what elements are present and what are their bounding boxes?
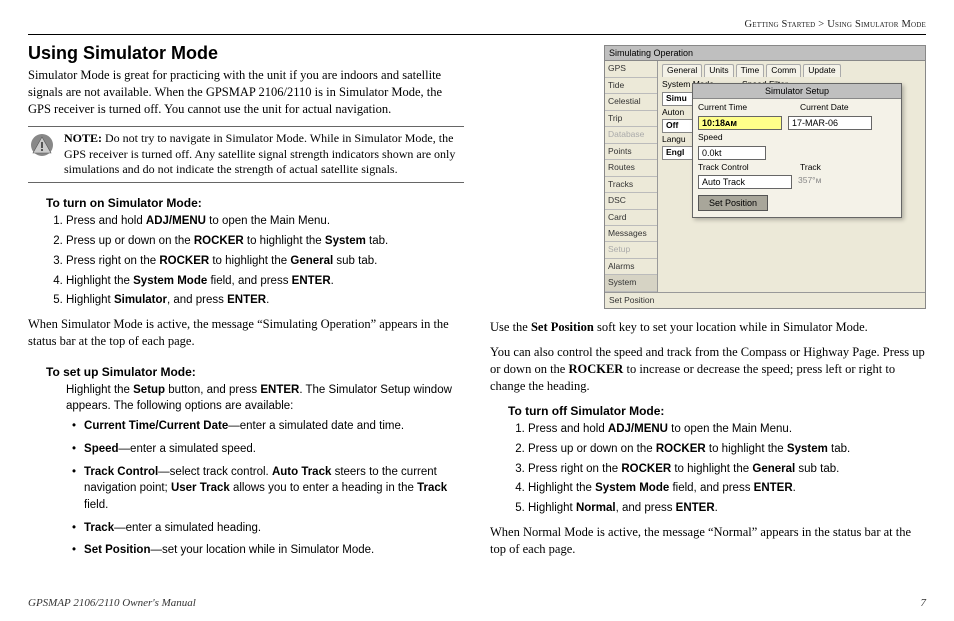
popup-date-field: 17-MAR-06 (788, 116, 872, 130)
setup-bullets: Current Time/Current Date—enter a simula… (66, 418, 464, 559)
page-footer: GPSMAP 2106/2110 Owner's Manual 7 (28, 596, 926, 611)
step: Press and hold ADJ/MENU to open the Main… (66, 213, 464, 231)
popup-label: Speed (698, 132, 794, 143)
shot-tab: Celestial (605, 94, 657, 110)
shot-tab: Database (605, 127, 657, 143)
speed-track-paragraph: You can also control the speed and track… (490, 344, 926, 395)
turn-off-title: To turn off Simulator Mode: (508, 403, 926, 419)
note-box: NOTE: Do not try to navigate in Simulato… (28, 126, 464, 183)
note-body: Do not try to navigate in Simulator Mode… (64, 131, 455, 176)
step: Press right on the ROCKER to highlight t… (528, 461, 926, 479)
setup-intro: Highlight the Setup button, and press EN… (66, 382, 464, 414)
shot-tab: Tide (605, 78, 657, 94)
turn-on-steps: Press and hold ADJ/MENU to open the Main… (46, 213, 464, 310)
shot-sidebar: GPS Tide Celestial Trip Database Points … (605, 61, 658, 292)
set-position-paragraph: Use the Set Position soft key to set you… (490, 319, 926, 336)
shot-tab: Trip (605, 111, 657, 127)
shot-tab: Routes (605, 160, 657, 176)
shot-tab: Card (605, 210, 657, 226)
simulator-screenshot: Simulating Operation GPS Tide Celestial … (604, 45, 926, 309)
shot-tab: Tracks (605, 177, 657, 193)
right-column: Simulating Operation GPS Tide Celestial … (490, 39, 926, 565)
bullet: Track Control—select track control. Auto… (84, 464, 464, 514)
step: Press right on the ROCKER to highlight t… (66, 253, 464, 271)
step: Press up or down on the ROCKER to highli… (528, 441, 926, 459)
shot-tab-selected: System (605, 275, 657, 291)
step: Highlight the System Mode field, and pre… (66, 273, 464, 291)
shot-tab: Setup (605, 242, 657, 258)
popup-set-position-button: Set Position (698, 195, 768, 211)
shot-titlebar: Simulating Operation (605, 46, 925, 61)
shot-tab: DSC (605, 193, 657, 209)
turn-on-title: To turn on Simulator Mode: (46, 195, 464, 211)
left-column: Using Simulator Mode Simulator Mode is g… (28, 39, 464, 565)
warning-icon (30, 133, 54, 157)
bullet: Track—enter a simulated heading. (84, 520, 464, 537)
shot-subtab: Update (803, 64, 840, 76)
step: Press and hold ADJ/MENU to open the Main… (528, 421, 926, 439)
shot-subtabs: General Units Time Comm Update (662, 64, 921, 76)
popup-track-control-field: Auto Track (698, 175, 792, 189)
popup-label: Current Time (698, 102, 794, 113)
shot-subtab: Units (704, 64, 733, 76)
note-label: NOTE: (64, 131, 102, 145)
breadcrumb: Getting Started > Using Simulator Mode (28, 18, 926, 32)
shot-subtab: Time (736, 64, 765, 76)
turn-on-after: When Simulator Mode is active, the messa… (28, 316, 464, 350)
bullet: Current Time/Current Date—enter a simula… (84, 418, 464, 435)
bullet: Speed—enter a simulated speed. (84, 441, 464, 458)
turn-off-steps: Press and hold ADJ/MENU to open the Main… (508, 421, 926, 518)
breadcrumb-left: Getting Started (744, 19, 815, 30)
shot-tab: Points (605, 144, 657, 160)
shot-tab: Alarms (605, 259, 657, 275)
step: Highlight Normal, and press ENTER. (528, 500, 926, 518)
footer-manual-title: GPSMAP 2106/2110 Owner's Manual (28, 596, 196, 611)
popup-label: Track Control (698, 162, 794, 173)
popup-time-field: 10:18ᴀᴍ (698, 116, 782, 130)
step: Highlight the System Mode field, and pre… (528, 480, 926, 498)
popup-title: Simulator Setup (693, 84, 901, 99)
step: Highlight Simulator, and press ENTER. (66, 292, 464, 310)
shot-footer: Set Position (605, 292, 925, 308)
intro-paragraph: Simulator Mode is great for practicing w… (28, 67, 464, 118)
setup-title: To set up Simulator Mode: (46, 364, 464, 380)
shot-main: General Units Time Comm Update System Mo… (658, 61, 925, 292)
turn-off-after: When Normal Mode is active, the message … (490, 524, 926, 558)
popup-label: Current Date (800, 102, 896, 113)
header-rule (28, 34, 926, 35)
note-text: NOTE: Do not try to navigate in Simulato… (64, 131, 460, 178)
popup-track-field: 357°ᴍ (798, 175, 821, 189)
shot-tab: Messages (605, 226, 657, 242)
simulator-setup-popup: Simulator Setup Current Time Current Date… (692, 83, 902, 218)
breadcrumb-sep: > (815, 19, 827, 30)
shot-subtab: Comm (766, 64, 801, 76)
breadcrumb-right: Using Simulator Mode (827, 19, 926, 30)
shot-tab: GPS (605, 61, 657, 77)
page-title: Using Simulator Mode (28, 41, 464, 65)
step: Press up or down on the ROCKER to highli… (66, 233, 464, 251)
shot-subtab: General (662, 64, 702, 76)
bullet: Set Position—set your location while in … (84, 542, 464, 559)
footer-page-number: 7 (921, 596, 927, 611)
popup-label: Track (800, 162, 896, 173)
popup-speed-field: 0.0kt (698, 146, 766, 160)
